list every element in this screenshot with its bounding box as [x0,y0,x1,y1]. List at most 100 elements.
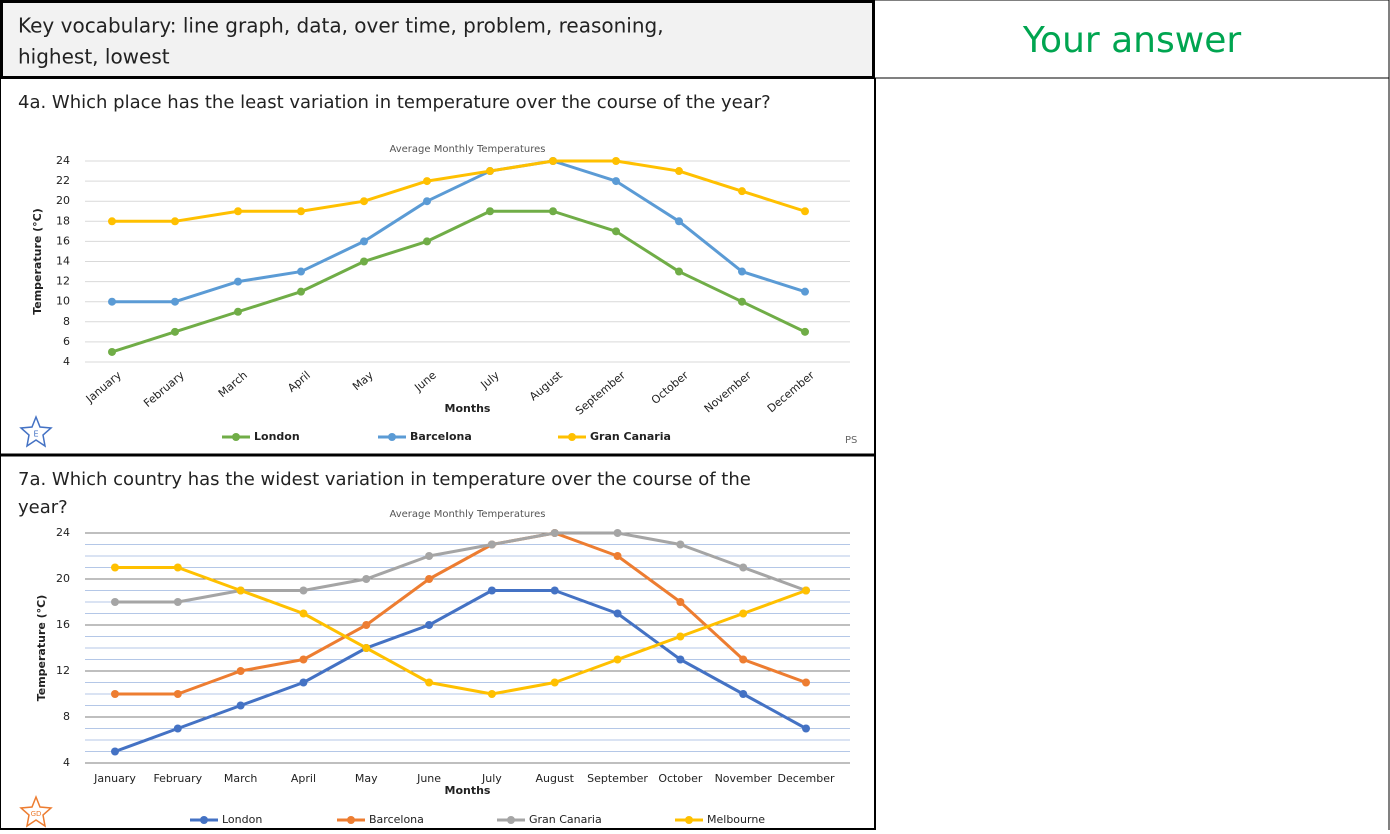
data-point [612,177,620,186]
question: 7a. Which country has the widest variati… [18,469,751,490]
y-tick-label: 6 [63,335,70,348]
data-point [486,167,494,176]
legend-swatch [200,816,208,824]
answer-title: Your answer [1022,20,1242,61]
data-point [111,598,119,606]
data-point [550,586,559,595]
data-point [487,586,496,595]
legend-label: Melbourne [707,813,765,826]
data-point [299,655,308,664]
data-point [549,157,557,165]
data-point [111,563,119,572]
star-icon [19,794,53,828]
data-point [613,655,622,664]
data-point [234,207,242,216]
data-point [550,529,559,537]
data-point [297,287,305,296]
chart-title: Average Monthly Temperatures [389,144,545,155]
data-point [234,307,242,316]
data-point [108,217,116,226]
x-tick-label: March [216,369,250,401]
badge: E [33,430,38,439]
data-point [299,678,308,687]
x-tick-label: July [481,772,502,785]
data-point [171,327,179,336]
data-point [801,207,809,216]
data-point [297,267,305,276]
data-point [425,552,434,560]
data-point [173,563,182,572]
y-tick-label: 4 [63,756,70,769]
series-line [115,531,807,604]
data-point [425,621,434,629]
y-tick-label: 12 [56,664,70,677]
x-tick-label: July [478,368,503,392]
data-point [423,197,431,206]
data-point [425,678,434,687]
question: year? [18,497,68,518]
data-point [613,529,622,537]
y-tick-label: 22 [56,174,70,187]
series-line [111,209,806,354]
x-tick-label: May [350,368,376,393]
y-axis-label: Temperature (°C) [35,595,48,702]
data-point [360,257,368,266]
x-tick-label: April [285,369,313,395]
chart-title: Average Monthly Temperatures [389,509,545,520]
y-tick-label: 8 [63,315,70,328]
y-tick-label: 20 [56,572,70,585]
data-point [362,644,371,652]
data-point [676,632,685,641]
data-point [297,207,305,216]
data-point [739,563,748,572]
data-point [676,540,685,549]
question: 4a. Which place has the least variation … [18,92,771,113]
data-point [676,655,685,664]
data-point [236,701,245,710]
data-point [675,217,683,226]
x-tick-label: January [83,368,124,406]
data-point [299,586,308,595]
vocabulary: highest, lowest [18,45,170,69]
data-point [487,540,496,549]
x-tick-label: February [153,772,202,785]
data-point [801,287,809,296]
y-tick-label: 8 [63,710,70,723]
x-tick-label: March [224,772,258,785]
y-tick-label: 4 [63,355,70,368]
y-tick-label: 24 [56,154,70,167]
legend-swatch [568,433,576,441]
y-tick-label: 18 [56,214,70,227]
legend-label: Gran Canaria [590,430,671,443]
data-point [612,157,620,165]
data-point [423,237,431,246]
x-tick-label: August [535,772,574,785]
legend-label: Barcelona [410,430,472,443]
y-tick-label: 12 [56,275,70,288]
data-point [173,690,182,698]
data-point [171,297,179,306]
y-tick-label: 16 [56,234,70,247]
x-tick-label: November [702,368,755,415]
data-point [675,267,683,276]
y-tick-label: 24 [56,526,70,539]
data-point [738,187,746,196]
legend-label: Gran Canaria [529,813,602,826]
x-tick-label: December [777,772,835,785]
data-point [486,207,494,216]
data-point [739,655,748,664]
x-tick-label: January [93,772,136,785]
x-tick-label: November [715,772,773,785]
data-point [550,678,559,687]
data-point [739,690,748,698]
data-point [739,609,748,618]
badge: PS [845,435,857,446]
x-tick-label: September [587,772,648,785]
data-point [613,609,622,618]
x-tick-label: February [141,368,187,410]
data-point [362,621,371,629]
data-point [236,586,245,595]
legend-swatch [685,816,693,824]
y-tick-label: 20 [56,194,70,207]
data-point [802,586,810,595]
